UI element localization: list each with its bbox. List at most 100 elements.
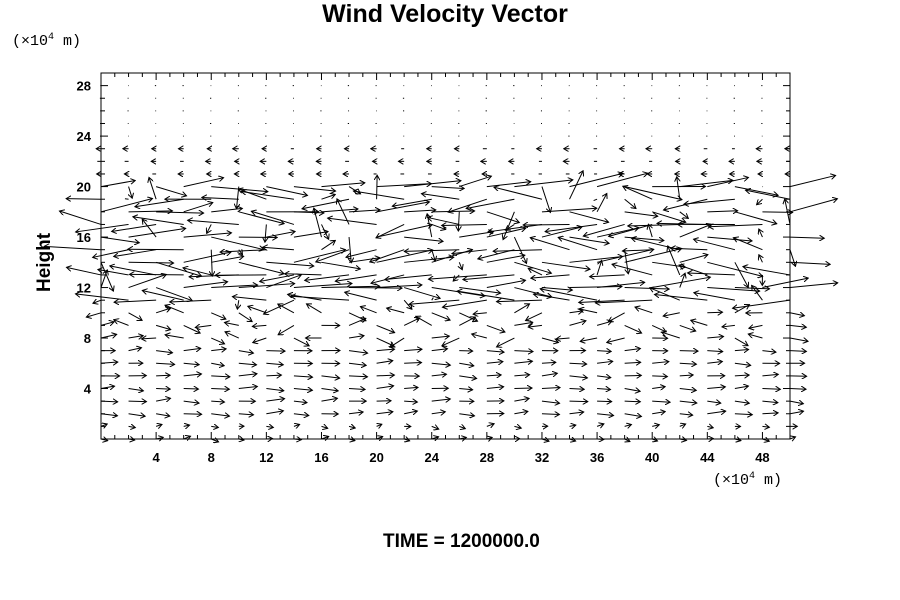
wind-vector xyxy=(609,223,653,236)
wind-vector xyxy=(453,274,460,281)
wind-vector xyxy=(652,412,665,414)
wind-vector xyxy=(293,401,307,402)
wind-vector xyxy=(348,426,355,428)
wind-vector xyxy=(679,255,708,263)
wind-vector xyxy=(431,187,464,189)
wind-vector xyxy=(128,262,174,263)
x-tick-label: 16 xyxy=(314,450,328,465)
wind-vector xyxy=(302,198,350,209)
wind-vector xyxy=(707,401,720,403)
wind-vector xyxy=(321,240,335,251)
wind-vector xyxy=(749,325,763,328)
wind-vector xyxy=(238,414,254,415)
wind-vector xyxy=(403,318,419,326)
wind-vector xyxy=(762,439,769,441)
wind-vector xyxy=(321,426,327,428)
wind-vector xyxy=(757,198,763,205)
wind-vector xyxy=(528,325,543,327)
wind-vector xyxy=(459,317,475,326)
wind-vector xyxy=(497,337,515,347)
y-tick-label: 16 xyxy=(77,230,91,245)
wind-vector xyxy=(458,211,459,231)
wind-vector xyxy=(679,389,697,391)
wind-vector xyxy=(597,282,645,289)
wind-vector xyxy=(321,261,360,269)
wind-vector xyxy=(156,351,172,353)
wind-vector xyxy=(789,351,806,352)
wind-vector xyxy=(624,211,658,216)
wind-vector xyxy=(487,437,492,439)
wind-vector xyxy=(328,218,377,225)
wind-vector xyxy=(321,183,364,188)
wind-vector xyxy=(211,349,226,351)
wind-vector xyxy=(128,274,167,289)
wind-vector xyxy=(335,274,377,281)
wind-vector xyxy=(734,363,751,365)
wind-vector xyxy=(688,273,735,275)
wind-vector xyxy=(596,173,648,188)
wind-vector xyxy=(321,286,379,287)
wind-vector xyxy=(789,338,808,341)
wind-vector xyxy=(442,224,487,225)
wind-vector xyxy=(622,250,653,251)
x-tick-label: 20 xyxy=(369,450,383,465)
wind-vector xyxy=(183,401,199,403)
wind-vector xyxy=(183,374,202,376)
wind-vector xyxy=(590,275,625,277)
wind-vector xyxy=(291,296,350,301)
wind-vector xyxy=(142,290,184,301)
wind-vector xyxy=(211,439,218,442)
wind-vector xyxy=(579,300,625,302)
wind-vector xyxy=(266,261,313,266)
wind-vector xyxy=(785,199,791,225)
wind-vector xyxy=(128,389,144,391)
wind-vector xyxy=(376,225,433,238)
x-tick-label: 40 xyxy=(645,450,659,465)
wind-vector xyxy=(237,300,238,309)
wind-vector xyxy=(677,177,680,200)
wind-vector xyxy=(624,324,642,333)
wind-vector xyxy=(348,363,366,365)
wind-vector xyxy=(260,274,295,282)
y-tick-label: 24 xyxy=(77,129,92,144)
wind-vector xyxy=(473,313,487,314)
wind-vector xyxy=(650,288,680,301)
wind-vector xyxy=(142,219,157,238)
wind-vector xyxy=(100,334,117,339)
wind-vector xyxy=(596,424,604,427)
wind-vector xyxy=(734,386,749,388)
wind-vector xyxy=(128,312,143,321)
wind-vector xyxy=(306,304,322,314)
wind-vector xyxy=(376,412,393,414)
wind-vector xyxy=(321,398,337,401)
wind-vector xyxy=(114,320,129,326)
wind-vector xyxy=(100,386,115,388)
wind-vector xyxy=(421,194,460,200)
wind-vector xyxy=(569,287,622,288)
wind-vector xyxy=(694,239,736,251)
wind-vector xyxy=(459,287,500,294)
wind-vector xyxy=(128,426,136,427)
wind-vector xyxy=(211,389,229,390)
wind-vector xyxy=(459,363,474,366)
wind-vector xyxy=(679,224,712,238)
wind-vector xyxy=(128,439,135,440)
wind-vector xyxy=(597,389,610,390)
wind-vector xyxy=(266,231,295,238)
wind-vector xyxy=(293,337,309,346)
wind-vector xyxy=(671,248,708,249)
wind-vector xyxy=(293,212,324,213)
wind-vector xyxy=(266,363,283,364)
wind-vector xyxy=(100,362,118,363)
wind-vector xyxy=(321,224,328,239)
wind-vector xyxy=(211,414,229,416)
wind-vector xyxy=(266,426,273,427)
wind-vector xyxy=(376,361,393,364)
wind-vector xyxy=(390,337,405,347)
wind-vector xyxy=(486,280,526,289)
x-axis-unit: (×104 m) xyxy=(713,471,783,490)
x-tick-label: 28 xyxy=(480,450,494,465)
wind-vector xyxy=(514,398,529,401)
wind-vector xyxy=(486,182,531,188)
